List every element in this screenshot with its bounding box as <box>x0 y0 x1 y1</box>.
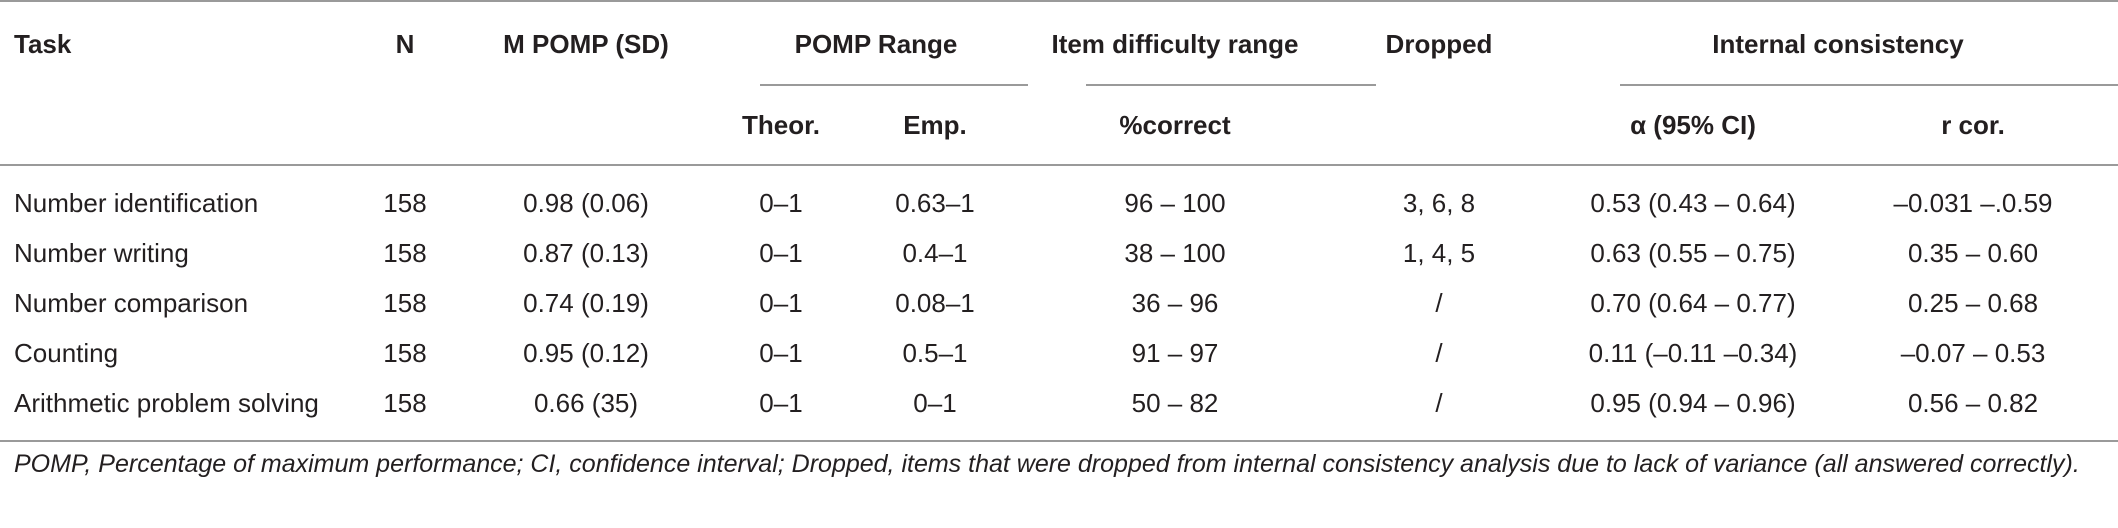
cell-m-pomp: 0.87 (0.13) <box>523 237 649 268</box>
header-row-1: Task N M POMP (SD) POMP Range Item diffi… <box>0 1 2118 86</box>
header-internal-consistency: Internal consistency <box>1712 28 1964 59</box>
cell-emp: 0.4–1 <box>902 237 968 268</box>
cell-dropped: 3, 6, 8 <box>1402 187 1476 218</box>
cell-emp: 0.63–1 <box>895 187 975 218</box>
header-blank <box>0 86 360 165</box>
table-row: Number writing 158 0.87 (0.13) 0–1 0.4–1… <box>0 228 2118 278</box>
table-row: Number comparison 158 0.74 (0.19) 0–1 0.… <box>0 278 2118 328</box>
internal-consistency-rule <box>1620 84 2118 86</box>
cell-m-pomp: 0.74 (0.19) <box>523 287 649 318</box>
item-difficulty-rule <box>1086 84 1376 86</box>
header-blank <box>450 86 722 165</box>
cell-theor: 0–1 <box>759 287 803 318</box>
header-emp: Emp. <box>903 109 967 140</box>
cell-alpha: 0.95 (0.94 – 0.96) <box>1590 387 1796 418</box>
results-table: Task N M POMP (SD) POMP Range Item diffi… <box>0 1 2118 441</box>
header-n: N <box>395 28 415 59</box>
pomp-range-rule <box>760 84 1028 86</box>
cell-n: 158 <box>383 387 427 418</box>
cell-emp: 0.08–1 <box>895 287 975 318</box>
header-blank <box>1320 86 1558 165</box>
cell-pct-correct: 36 – 96 <box>1131 287 1219 318</box>
cell-alpha: 0.11 (–0.11 –0.34) <box>1588 337 1798 368</box>
cell-n: 158 <box>383 187 427 218</box>
header-pomp-range: POMP Range <box>794 28 958 59</box>
table-row: Counting 158 0.95 (0.12) 0–1 0.5–1 91 – … <box>0 328 2118 378</box>
cell-alpha: 0.53 (0.43 – 0.64) <box>1590 187 1796 218</box>
header-m-pomp: M POMP (SD) <box>503 28 669 59</box>
cell-dropped: / <box>1435 287 1443 318</box>
cell-pct-correct: 96 – 100 <box>1124 187 1226 218</box>
cell-dropped: / <box>1435 337 1443 368</box>
cell-r-cor: 0.25 – 0.68 <box>1907 287 2039 318</box>
header-dropped: Dropped <box>1385 28 1493 59</box>
cell-m-pomp: 0.95 (0.12) <box>523 337 649 368</box>
cell-pct-correct: 50 – 82 <box>1131 387 1219 418</box>
table-body: Number identification 158 0.98 (0.06) 0–… <box>0 165 2118 441</box>
cell-m-pomp: 0.66 (35) <box>533 387 639 418</box>
header-theor: Theor. <box>741 109 820 140</box>
header-pct-correct: %correct <box>1119 109 1231 140</box>
cell-emp: 0–1 <box>913 387 957 418</box>
cell-task: Counting <box>14 337 119 368</box>
cell-r-cor: 0.35 – 0.60 <box>1907 237 2039 268</box>
cell-emp: 0.5–1 <box>902 337 968 368</box>
cell-theor: 0–1 <box>759 237 803 268</box>
cell-n: 158 <box>383 237 427 268</box>
header-task: Task <box>14 28 72 59</box>
table-row: Number identification 158 0.98 (0.06) 0–… <box>0 165 2118 228</box>
cell-task: Number identification <box>14 187 259 218</box>
cell-r-cor: 0.56 – 0.82 <box>1907 387 2039 418</box>
cell-dropped: 1, 4, 5 <box>1402 237 1476 268</box>
cell-n: 158 <box>383 337 427 368</box>
cell-task: Arithmetic problem solving <box>14 387 319 418</box>
cell-pct-correct: 91 – 97 <box>1131 337 1219 368</box>
cell-n: 158 <box>383 287 427 318</box>
cell-pct-correct: 38 – 100 <box>1124 237 1226 268</box>
header-item-difficulty: Item difficulty range <box>1051 28 1299 59</box>
cell-r-cor: –0.07 – 0.53 <box>1900 337 2046 368</box>
header-blank <box>360 86 450 165</box>
cell-m-pomp: 0.98 (0.06) <box>523 187 649 218</box>
cell-task: Number comparison <box>14 287 249 318</box>
header-row-2: Theor. Emp. %correct α (95% CI) r cor. <box>0 86 2118 165</box>
cell-alpha: 0.70 (0.64 – 0.77) <box>1590 287 1796 318</box>
cell-theor: 0–1 <box>759 387 803 418</box>
table-footnote: POMP, Percentage of maximum performance;… <box>14 450 2080 478</box>
cell-dropped: / <box>1435 387 1443 418</box>
cell-theor: 0–1 <box>759 187 803 218</box>
table-row: Arithmetic problem solving 158 0.66 (35)… <box>0 378 2118 441</box>
header-r-cor: r cor. <box>1941 109 2005 140</box>
cell-task: Number writing <box>14 237 189 268</box>
cell-alpha: 0.63 (0.55 – 0.75) <box>1590 237 1796 268</box>
cell-theor: 0–1 <box>759 337 803 368</box>
cell-r-cor: –0.031 –.0.59 <box>1893 187 2053 218</box>
header-alpha: α (95% CI) <box>1630 109 1756 140</box>
